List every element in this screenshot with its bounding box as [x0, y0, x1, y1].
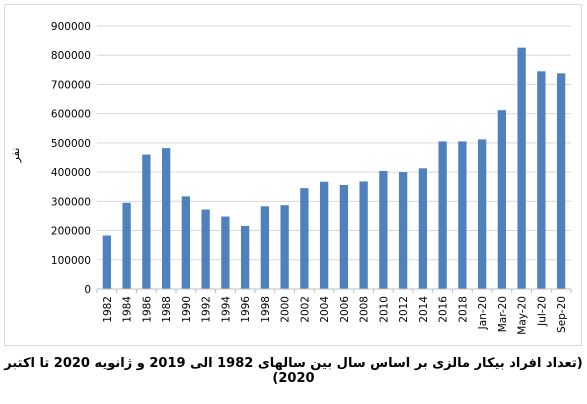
bar-2012 [398, 172, 408, 289]
x-tick-label: Jul-20 [536, 296, 548, 327]
bar-1990 [181, 196, 191, 289]
bar-jan-20 [477, 139, 487, 289]
x-tick-label: May-20 [517, 296, 529, 335]
chart-frame: 0 100000 200000 300000 400000 500000 600000 700… [4, 4, 582, 346]
x-tick-label: 2004 [319, 296, 331, 323]
gridlines [97, 25, 571, 261]
figure-caption: (تعداد افراد بیکار مالزی بر اساس سال بین… [4, 356, 583, 386]
bar-2008 [359, 181, 368, 289]
bar-1998 [260, 206, 270, 289]
x-tick-label: 1984 [122, 296, 134, 323]
x-tick-label: 2012 [398, 296, 410, 323]
x-tick-label: 2002 [299, 296, 311, 323]
bars [102, 47, 566, 290]
y-tick-labels: 0 100000 200000 300000 400000 500000 600000 700… [51, 21, 91, 296]
x-tick-label: 2010 [378, 296, 390, 323]
bar-jul-20 [537, 71, 546, 290]
bar-1986 [142, 154, 151, 289]
x-tick-label: 2016 [438, 296, 450, 323]
y-tick-label: 0 [84, 284, 91, 296]
y-tick-label: 100000 [51, 255, 91, 267]
bar-1996 [240, 225, 250, 289]
bar-mar-20 [497, 110, 507, 289]
y-tick-label: 300000 [51, 196, 91, 208]
x-tick-label: 1988 [161, 296, 173, 323]
x-tick-label: 1998 [260, 296, 272, 323]
bar-2000 [280, 205, 289, 289]
bar-may-20 [517, 47, 526, 289]
x-tick-label: 1994 [220, 296, 232, 323]
bar-2006 [339, 184, 349, 289]
x-tick-label: 1990 [181, 296, 193, 323]
y-tick-label: 900000 [51, 21, 91, 33]
bar-2014 [418, 168, 428, 289]
bar-2018 [458, 141, 467, 289]
bar-1984 [122, 202, 131, 289]
y-tick-label: 500000 [51, 138, 91, 150]
x-tick-label: 2018 [457, 296, 469, 323]
y-tick-label: 400000 [51, 167, 91, 179]
y-axis-title: نفر [9, 148, 22, 164]
bar-1994 [221, 216, 230, 289]
axes [96, 288, 572, 293]
bar-1988 [161, 148, 171, 289]
x-tick-label: 1996 [240, 296, 252, 323]
x-tick-label: 1982 [102, 296, 114, 323]
x-tick-label: Mar-20 [497, 296, 509, 332]
x-tick-label: Jan-20 [477, 296, 489, 330]
x-tick-label: 2006 [339, 296, 351, 323]
y-tick-label: 700000 [51, 79, 91, 91]
bar-2004 [319, 181, 329, 289]
x-tick-label: 2014 [418, 296, 430, 323]
x-tick-label: 1986 [141, 296, 153, 323]
bar-2010 [379, 170, 388, 289]
bar-sep-20 [556, 73, 566, 289]
bar-2002 [300, 188, 309, 289]
y-tick-label: 200000 [51, 226, 91, 238]
x-tick-labels: 1982 1984 1986 1988 1990 1992 1994 1996 1998 2000… [102, 296, 568, 335]
x-tick-label: 1992 [201, 296, 213, 323]
bar-chart: 0 100000 200000 300000 400000 500000 600000 700… [9, 21, 572, 335]
y-tick-label: 800000 [51, 50, 91, 62]
x-tick-label: 2008 [359, 296, 371, 323]
x-tick-label: 2000 [280, 296, 292, 323]
bar-1992 [201, 209, 210, 289]
bar-2016 [438, 141, 447, 289]
y-tick-label: 600000 [51, 109, 91, 121]
x-tick-label: Sep-20 [556, 296, 568, 333]
bar-1982 [102, 235, 112, 289]
